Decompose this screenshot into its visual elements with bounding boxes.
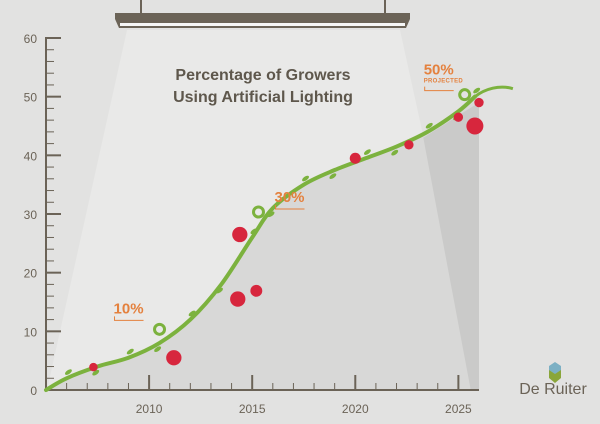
annotation-bracket xyxy=(424,86,454,92)
tomato-icon xyxy=(232,226,248,243)
logo-text: De Ruiter xyxy=(519,381,587,398)
leaf-icon xyxy=(188,310,196,317)
leaf-icon xyxy=(215,287,223,294)
tomato-icon xyxy=(230,291,246,307)
tomato-icon xyxy=(349,152,361,164)
leaf-icon xyxy=(473,87,481,94)
tomato-icon xyxy=(474,97,484,108)
vine-curl xyxy=(252,205,265,219)
annotation-label: 10% xyxy=(114,300,144,317)
x-tick-label: 2025 xyxy=(445,402,472,416)
vine-line xyxy=(44,94,477,392)
chart-title: Percentage of Growers Using Artificial Li… xyxy=(173,67,353,106)
logo-leaf-icon xyxy=(549,362,561,383)
x-tick-label: 2010 xyxy=(136,402,163,416)
leaf-icon xyxy=(154,346,162,353)
shadow-under-vine xyxy=(46,96,479,391)
vine-curl xyxy=(458,88,472,102)
annotation-bracket xyxy=(275,205,305,210)
leaf-icon xyxy=(363,149,371,155)
vine-tip xyxy=(473,85,514,98)
tomato-icon xyxy=(466,117,484,135)
vine-series xyxy=(44,85,514,392)
leaf-icon xyxy=(250,228,258,235)
lamp-fixture-icon xyxy=(115,0,410,28)
shadow-edge xyxy=(423,102,479,391)
tomato-icon xyxy=(404,140,414,150)
annotation-label: 30% xyxy=(275,189,305,206)
x-tick-label: 2015 xyxy=(239,402,266,416)
leaf-icon xyxy=(329,173,337,179)
area-under-vine xyxy=(46,96,479,391)
y-tick-label: 10 xyxy=(24,325,38,339)
y-tick-label: 60 xyxy=(24,32,38,46)
leaf-icon xyxy=(64,369,72,375)
tomato-icon xyxy=(250,284,263,297)
axes: 0 10 20 30 40 50 60 2010 2015 2020 2025 xyxy=(24,32,479,416)
logo: De Ruiter xyxy=(519,362,587,398)
leaf-icon xyxy=(267,211,275,218)
vine-curl xyxy=(153,322,167,336)
leaf-icon xyxy=(126,348,134,355)
tomato-icon xyxy=(166,350,182,366)
y-tick-label: 0 xyxy=(30,384,37,398)
tomato-icon xyxy=(89,362,98,372)
y-tick-label: 40 xyxy=(24,149,38,163)
x-tick-label: 2020 xyxy=(342,402,369,416)
annotation-sublabel: PROJECTED xyxy=(424,79,464,85)
y-tick-label: 50 xyxy=(24,91,38,105)
tomato-icon xyxy=(453,112,464,122)
leaf-icon xyxy=(425,122,433,129)
leaf-icon xyxy=(92,369,100,376)
annotations: 10% 30% 50%PROJECTED xyxy=(114,62,464,321)
leaf-icon xyxy=(302,175,310,182)
annotation-bracket xyxy=(114,316,144,321)
y-tick-label: 30 xyxy=(24,208,38,222)
leaf-icon xyxy=(391,149,399,156)
y-tick-label: 20 xyxy=(24,267,38,281)
annotation-label: 50% xyxy=(424,62,454,79)
